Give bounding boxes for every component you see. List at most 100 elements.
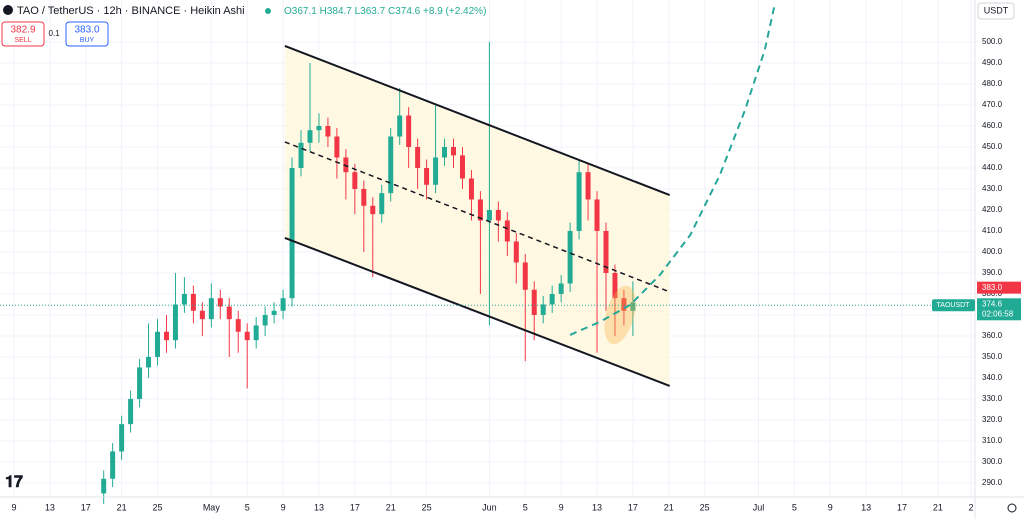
candle-body — [137, 367, 143, 399]
ohlc-legend: O367.1 H384.7 L363.7 C374.6 +8.9 (+2.42%… — [284, 6, 486, 17]
candle-body — [226, 306, 232, 320]
candle-body — [576, 172, 582, 231]
candle-body — [442, 146, 448, 158]
x-tick-label: 21 — [117, 502, 127, 512]
x-tick-label: Jun — [482, 502, 497, 512]
ask-label: 383.0 — [982, 283, 1003, 292]
sell-label: SELL — [14, 37, 31, 44]
candle-body — [621, 298, 627, 311]
x-tick-label: 25 — [700, 502, 710, 512]
candle-body — [370, 205, 376, 215]
candle-body — [495, 209, 501, 221]
candle-body — [334, 136, 340, 158]
high-value: H384.7 — [320, 6, 353, 17]
y-tick-label: 500.0 — [982, 37, 1003, 46]
x-tick-label: 17 — [897, 502, 907, 512]
candle-body — [594, 199, 600, 231]
x-tick-label: 9 — [281, 502, 286, 512]
open-value: O367.1 — [284, 6, 317, 17]
x-tick-label: 25 — [422, 502, 432, 512]
candle-body — [253, 325, 259, 341]
candle-body — [477, 199, 483, 221]
candle-body — [361, 188, 367, 206]
candle-body — [271, 310, 277, 315]
y-tick-label: 320.0 — [982, 415, 1003, 424]
candle-body — [110, 451, 116, 479]
x-tick-label: 25 — [152, 502, 162, 512]
currency-box[interactable] — [977, 2, 1015, 20]
candle-body — [190, 293, 196, 311]
candle-body — [459, 155, 465, 179]
candle-body — [415, 146, 421, 168]
y-tick-label: 350.0 — [982, 352, 1003, 361]
candle-body — [325, 125, 331, 137]
candle-body — [280, 298, 286, 311]
candle-body — [262, 314, 268, 326]
candle-body — [585, 172, 591, 200]
symbol-label-box — [932, 299, 975, 312]
x-tick-label: 13 — [45, 502, 55, 512]
candle-body — [513, 241, 519, 263]
candle-body — [424, 167, 430, 185]
x-tick-label: 21 — [933, 502, 943, 512]
sell-button[interactable]: 382.9 SELL — [1, 21, 45, 47]
x-tick-label: 5 — [792, 502, 797, 512]
y-tick-label: 360.0 — [982, 331, 1003, 340]
x-tick-label: 17 — [628, 502, 638, 512]
y-tick-label: 290.0 — [982, 478, 1003, 487]
channel-fill — [284, 45, 670, 386]
buy-button[interactable]: 383.0 BUY — [65, 21, 109, 47]
axes: 9 13 17 21 25 May 5 9 13 17 21 25 Jun 5 9 13 17 21 25 Jul 5 9… — [11, 37, 1021, 512]
x-tick-label: 21 — [664, 502, 674, 512]
y-tick-label: 310.0 — [982, 436, 1003, 445]
x-tick-label: 2 — [969, 502, 974, 512]
last-price-box — [977, 298, 1021, 321]
candle-body — [468, 178, 474, 200]
currency: USDT — [984, 5, 1009, 15]
y-tick-label: 330.0 — [982, 394, 1003, 403]
candle-body — [397, 115, 403, 137]
candle-body — [217, 298, 223, 307]
y-tick-label: 480.0 — [982, 79, 1003, 88]
plot — [0, 4, 975, 504]
candle-body — [244, 331, 250, 341]
y-tick-label: 340.0 — [982, 373, 1003, 382]
candle-body — [558, 283, 564, 294]
candle-body — [146, 356, 152, 368]
buy-box — [65, 21, 109, 47]
x-tick-label: Jul — [753, 502, 765, 512]
x-tick-label: 5 — [523, 502, 528, 512]
x-tick-label: May — [203, 502, 221, 512]
low-value: L363.7 — [355, 6, 386, 17]
candle-body — [433, 157, 439, 185]
candle-body — [352, 172, 358, 189]
ask-label-box — [977, 281, 1021, 294]
candle-body — [101, 478, 107, 494]
symbol-title: TAO / TetherUS · 12h · BINANCE · Heikin … — [17, 5, 245, 17]
highlight-ellipse — [604, 285, 636, 345]
candle-body — [155, 331, 161, 357]
candle-body — [540, 304, 546, 315]
candle-body — [406, 115, 412, 147]
countdown-label: 02:06:58 — [982, 309, 1014, 318]
candle-body — [119, 424, 125, 452]
x-tick-label: 5 — [245, 502, 250, 512]
quantity: 0.1 — [48, 29, 60, 38]
x-tick-label: 9 — [559, 502, 564, 512]
settings-icon[interactable] — [1007, 503, 1017, 513]
candle-body — [208, 298, 214, 320]
candle-body — [451, 146, 457, 156]
eye-icon[interactable] — [265, 8, 271, 14]
candle-body — [504, 220, 510, 242]
symbol-logo — [3, 5, 13, 15]
candle-body — [522, 262, 528, 290]
y-tick-label: 410.0 — [982, 226, 1003, 235]
candle-body — [343, 157, 349, 173]
x-tick-label: 17 — [350, 502, 360, 512]
candle-body — [531, 289, 537, 315]
sell-box — [1, 21, 45, 47]
candle-body — [235, 319, 241, 332]
y-tick-label: 460.0 — [982, 121, 1003, 130]
candle-body — [172, 304, 178, 341]
